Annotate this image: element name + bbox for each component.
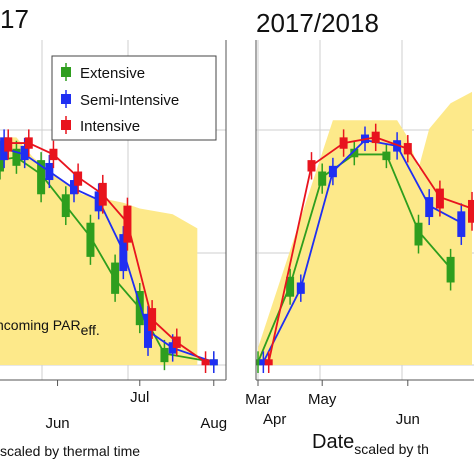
legend-entry-intensive: Intensive (61, 116, 140, 135)
data-point (111, 262, 120, 294)
data-point (468, 199, 474, 223)
legend-entry-extensive: Extensive (61, 63, 145, 82)
legend: Extensive Semi-Intensive Intensive (51, 55, 217, 141)
data-point (94, 191, 103, 212)
data-point (201, 359, 210, 366)
data-point (49, 148, 58, 161)
data-point (172, 336, 181, 348)
data-point (264, 359, 273, 366)
chart-title: 2017/2018 (256, 8, 379, 38)
data-point (371, 131, 380, 144)
legend-label: Intensive (80, 118, 140, 135)
data-point (74, 171, 83, 186)
data-point (144, 313, 152, 348)
data-point (70, 180, 78, 195)
legend-swatch (61, 67, 71, 77)
data-point (4, 137, 13, 152)
data-point (0, 137, 9, 161)
series-extensive (256, 140, 455, 373)
series-group (0, 129, 218, 373)
chart-title: 17 (0, 4, 29, 34)
data-point (148, 308, 157, 331)
series-intensive (4, 129, 210, 373)
data-point (259, 359, 268, 366)
series-semi-intensive (0, 129, 218, 373)
legend-label: Extensive (80, 65, 145, 82)
x-tick-label: Jun (396, 411, 420, 428)
legend-swatch (61, 94, 71, 104)
data-point (135, 291, 144, 326)
x-axis-label: scaled by thermal time (0, 443, 140, 459)
data-point (123, 205, 132, 243)
legend-box (51, 55, 217, 141)
par-annotation: ncoming PAReff. (0, 317, 100, 338)
series-intensive (264, 123, 474, 373)
x-tick-labels: Jun Jul Aug (45, 380, 227, 432)
legend-label: Semi-Intensive (80, 92, 179, 109)
data-point (86, 222, 95, 257)
data-point (286, 276, 295, 297)
data-point (37, 160, 46, 195)
x-tick-label: Mar (245, 391, 271, 408)
data-point (328, 165, 337, 178)
par-area (258, 91, 472, 365)
data-point (296, 282, 305, 294)
legend-entry-semi-intensive: Semi-Intensive (61, 90, 179, 109)
x-tick-label: Jun (45, 415, 69, 432)
x-axis-label: Datescaled by th (312, 431, 429, 457)
data-point (168, 342, 177, 354)
data-point (307, 160, 316, 172)
x-tick-label: Aug (200, 415, 227, 432)
legend-swatch (61, 120, 71, 130)
data-point (209, 359, 218, 366)
data-point (457, 211, 466, 237)
data-point (12, 148, 21, 166)
x-tick-label: Jul (130, 389, 149, 406)
data-point (435, 188, 444, 209)
data-point (61, 194, 70, 218)
series-group (256, 123, 474, 373)
x-tick-labels: Mar May Jun Apr (245, 380, 420, 428)
data-point (425, 197, 434, 218)
panel-2017-2018: Mar May Jun Apr 2017/2018 Datescaled by th (245, 8, 474, 457)
panel-2016-2017: Jun Jul Aug 17 ncoming PAReff. scaled by t… (0, 4, 227, 459)
data-point (318, 171, 327, 186)
data-point (446, 256, 455, 283)
data-point (24, 137, 33, 149)
data-point (350, 148, 359, 158)
data-point (403, 143, 412, 155)
data-point (45, 162, 54, 181)
data-point (382, 151, 391, 161)
data-point (98, 182, 107, 206)
data-point (256, 359, 262, 366)
data-point (160, 347, 169, 363)
x-tick-label: May (308, 391, 337, 408)
data-point (339, 137, 348, 149)
x-tick-label: Apr (263, 411, 286, 428)
data-point (20, 145, 29, 161)
data-point (119, 234, 128, 272)
data-point (414, 222, 423, 246)
